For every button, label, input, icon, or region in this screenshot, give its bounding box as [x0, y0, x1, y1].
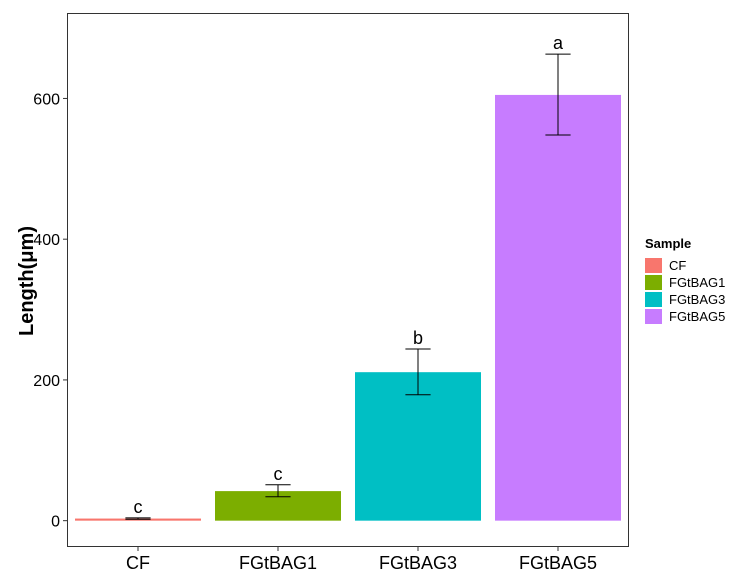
x-tick-label-fgtbag3: FGtBAG3 — [379, 553, 457, 573]
significance-label-fgtbag1: c — [274, 464, 283, 484]
y-tick-label-600: 600 — [33, 91, 60, 108]
x-tick-label-fgtbag5: FGtBAG5 — [519, 553, 597, 573]
significance-label-cf: c — [134, 497, 143, 517]
legend-label-cf: CF — [669, 258, 686, 273]
legend-label-fgtbag5: FGtBAG5 — [669, 309, 725, 324]
x-tick-label-fgtbag1: FGtBAG1 — [239, 553, 317, 573]
legend-swatch-fgtbag1 — [645, 275, 662, 290]
error-bars-layer — [125, 53, 571, 520]
significance-labels-layer: c c b a — [134, 33, 564, 517]
legend-swatch-fgtbag3 — [645, 292, 662, 307]
legend: Sample CF FGtBAG1 FGtBAG3 FGtBAG5 — [645, 236, 725, 324]
legend-swatch-cf — [645, 258, 662, 273]
legend-label-fgtbag1: FGtBAG1 — [669, 275, 725, 290]
x-axis: CF FGtBAG1 FGtBAG3 FGtBAG5 — [126, 546, 597, 573]
legend-swatch-fgtbag5 — [645, 309, 662, 324]
y-axis: 0 200 400 600 — [33, 91, 68, 531]
bar-fgtbag3 — [355, 372, 481, 521]
plot-panel-border — [67, 13, 629, 547]
significance-label-fgtbag5: a — [553, 33, 564, 53]
y-tick-label-400: 400 — [33, 232, 60, 249]
legend-label-fgtbag3: FGtBAG3 — [669, 292, 725, 307]
bars-layer — [75, 94, 621, 521]
legend-title: Sample — [645, 236, 691, 251]
y-tick-label-200: 200 — [33, 373, 60, 390]
significance-label-fgtbag3: b — [413, 328, 423, 348]
x-tick-label-cf: CF — [126, 553, 150, 573]
bar-fgtbag5 — [495, 94, 621, 521]
y-tick-label-0: 0 — [51, 514, 60, 531]
y-axis-title: Length(μm) — [16, 226, 38, 336]
